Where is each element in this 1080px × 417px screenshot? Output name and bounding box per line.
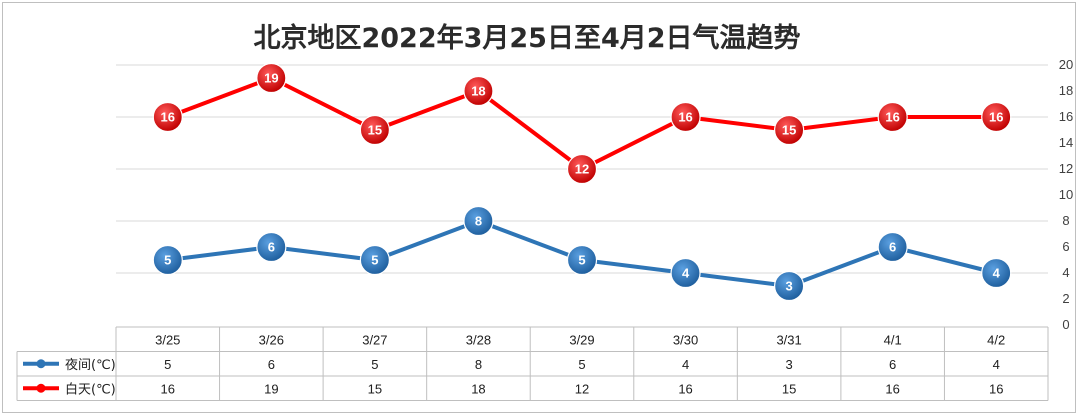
data-label: 6 (268, 240, 275, 255)
table-cell: 18 (471, 381, 485, 396)
y-tick-label: 4 (1062, 265, 1069, 280)
table-cell: 15 (782, 381, 796, 396)
y-tick-label: 18 (1059, 83, 1073, 98)
x-tick-label: 3/25 (155, 332, 180, 347)
y-tick-label: 0 (1062, 317, 1069, 332)
data-label: 4 (682, 266, 690, 281)
data-point (566, 244, 598, 276)
data-label: 3 (785, 279, 792, 294)
data-point (877, 101, 908, 133)
table-cell: 6 (889, 357, 896, 372)
table-cell: 15 (368, 381, 382, 396)
table-cell: 5 (164, 357, 171, 372)
data-point (463, 205, 494, 237)
data-point (256, 231, 287, 263)
y-tick-label: 12 (1059, 161, 1073, 176)
data-point (256, 62, 287, 94)
table-cell: 5 (578, 357, 585, 372)
y-tick-label: 8 (1062, 213, 1069, 228)
table-cell: 16 (678, 381, 692, 396)
data-label: 16 (885, 110, 899, 125)
x-tick-label: 4/2 (987, 332, 1005, 347)
y-tick-label: 20 (1059, 57, 1073, 72)
data-point (877, 231, 908, 263)
data-label: 4 (993, 266, 1001, 281)
data-point (359, 114, 390, 146)
table-cell: 3 (785, 357, 792, 372)
table-cell: 4 (993, 357, 1000, 372)
data-point (152, 244, 183, 276)
series-layer: 5 6 5 8 5 4 3 6 4 16 19 15 18 12 16 15 16 16 (152, 62, 1012, 302)
x-tick-label: 3/31 (776, 332, 801, 347)
chart-title: 北京地区2022年3月25日至4月2日气温趋势 (253, 22, 800, 54)
table-cell: 4 (682, 357, 689, 372)
table-cell: 5 (371, 357, 378, 372)
y-axis: 0 2 4 6 8 10 12 14 16 18 20 (1059, 57, 1073, 332)
x-tick-label: 3/29 (569, 332, 594, 347)
data-label: 15 (368, 123, 382, 138)
data-label: 5 (164, 253, 171, 268)
table-cell: 16 (885, 381, 899, 396)
table-cell: 19 (264, 381, 278, 396)
table-cell: 8 (475, 357, 482, 372)
data-point (981, 101, 1012, 133)
legend-marker (36, 359, 46, 369)
table-cell: 6 (268, 357, 275, 372)
x-tick-label: 3/27 (362, 332, 387, 347)
data-point (774, 114, 805, 146)
legend-label: 夜间(℃) (65, 358, 116, 373)
table-cell: 16 (161, 381, 175, 396)
legend-marker (36, 383, 46, 393)
data-point (463, 75, 494, 107)
x-tick-label: 3/30 (673, 332, 698, 347)
data-label: 19 (264, 71, 278, 86)
y-tick-label: 14 (1059, 135, 1073, 150)
data-label: 15 (782, 123, 796, 138)
y-tick-label: 2 (1062, 291, 1069, 306)
data-label: 16 (161, 110, 175, 125)
table-cell: 12 (575, 381, 589, 396)
data-label: 18 (471, 84, 485, 99)
data-label: 12 (575, 162, 589, 177)
x-tick-label: 3/28 (466, 332, 491, 347)
data-table: 3/25 3/26 3/27 3/28 3/29 3/30 3/31 4/1 4/2 夜间(℃) 5… (16, 326, 1049, 401)
y-tick-label: 10 (1059, 187, 1073, 202)
y-tick-label: 6 (1062, 239, 1069, 254)
y-tick-label: 16 (1059, 109, 1073, 124)
data-point (670, 257, 701, 289)
data-label: 5 (371, 253, 378, 268)
data-label: 6 (889, 240, 896, 255)
data-point (981, 257, 1012, 289)
legend-label: 白天(℃) (65, 381, 116, 397)
data-point (774, 270, 805, 302)
data-label: 5 (578, 253, 585, 268)
data-point (670, 101, 701, 133)
temperature-chart: 北京地区2022年3月25日至4月2日气温趋势 0 2 4 6 8 10 12 14 16 18 2… (16, 22, 1073, 401)
data-point (566, 153, 598, 185)
data-point (359, 244, 390, 276)
data-point (152, 101, 183, 133)
data-label: 8 (475, 214, 482, 229)
table-cell: 16 (989, 381, 1003, 396)
data-label: 16 (678, 110, 692, 125)
x-tick-label: 4/1 (884, 332, 902, 347)
data-label: 16 (989, 110, 1003, 125)
x-tick-label: 3/26 (259, 332, 284, 347)
